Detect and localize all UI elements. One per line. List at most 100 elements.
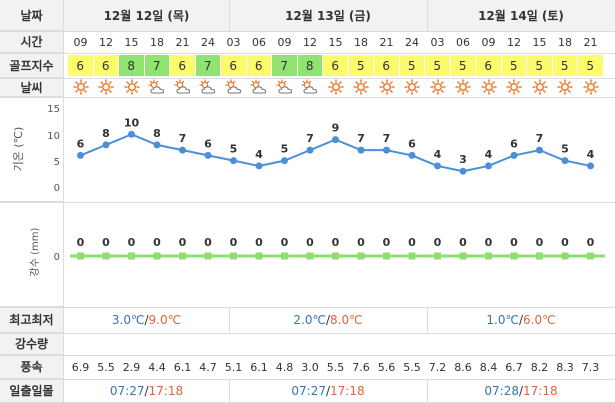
hour-cell: 12	[507, 35, 521, 49]
hour-cell: 09	[73, 35, 88, 49]
partly-cloudy-icon	[250, 79, 268, 95]
golf-index-cell: 6	[323, 55, 348, 76]
sun-day-3: 07:28/17:18	[427, 379, 615, 403]
minmax-separator: /	[518, 313, 524, 327]
hour-cell: 15	[328, 35, 343, 49]
row-label-golf-index: 골프지수	[0, 53, 64, 78]
golf-index-cell: 6	[374, 55, 399, 76]
hour-cell: 21	[175, 35, 190, 49]
hour-cell: 18	[558, 35, 572, 49]
rain-point	[230, 252, 237, 260]
golf-index-cell: 6	[170, 55, 195, 76]
temperature-point	[77, 151, 84, 159]
temp-chart-label-area	[0, 97, 64, 202]
minmax-day-1: 3.0℃/9.0℃	[64, 307, 229, 333]
golf-index-cell: 5	[527, 55, 552, 76]
sun-separator: /	[518, 384, 524, 398]
temp-ytick-15: 15	[47, 104, 60, 115]
minmax-day-3: 1.0℃/6.0℃	[427, 307, 615, 333]
golf-index-cell: 7	[195, 55, 220, 76]
rain-data-label: 0	[510, 236, 518, 249]
temperature-point	[383, 146, 390, 154]
min-temp: 3.0℃	[111, 313, 145, 327]
rain-ytick-0: 0	[54, 252, 60, 263]
rain-point	[408, 252, 416, 260]
sun-icon	[97, 79, 115, 95]
hour-cell: 03	[430, 35, 445, 49]
golf-index-cell: 7	[272, 55, 297, 76]
hour-cell: 15	[124, 35, 139, 49]
partly-cloudy-icon	[275, 79, 294, 95]
temperature-data-label: 4	[587, 148, 595, 161]
temperature-data-label: 4	[434, 148, 442, 161]
rain-data-label: 0	[536, 236, 544, 249]
rain-data-label: 0	[281, 236, 289, 249]
temperature-point	[281, 157, 288, 165]
sunset-time: 17:18	[523, 384, 558, 398]
temperature-data-label: 6	[204, 137, 212, 150]
rain-data-label: 0	[459, 236, 467, 249]
temperature-point	[128, 130, 135, 138]
wind-speed-cell: 5.6	[377, 360, 396, 374]
temperature-data-label: 3	[459, 153, 467, 166]
rain-point	[179, 252, 186, 260]
wind-speed-cell: 7.3	[581, 360, 600, 374]
hour-cell: 18	[354, 35, 368, 49]
temperature-point	[153, 141, 161, 149]
sun-icon	[378, 79, 396, 95]
temperature-data-label: 4	[485, 148, 493, 161]
golf-index-cell: 8	[297, 55, 322, 76]
sun-icon	[556, 79, 574, 95]
max-temp: 6.0℃	[523, 313, 556, 327]
rain-data-label: 0	[179, 236, 187, 249]
partly-cloudy-icon	[199, 79, 217, 95]
rain-data-label: 0	[230, 236, 238, 249]
wind-speed-cell: 6.1	[250, 360, 268, 374]
date-header-2: 12월 13일 (금)	[229, 0, 427, 31]
temp-ytick-5: 5	[54, 157, 60, 168]
temperature-point	[357, 146, 365, 154]
wind-speed-cell: 5.5	[403, 360, 421, 374]
rain-data-label: 0	[306, 236, 314, 249]
rain-chart-label-area	[0, 202, 64, 307]
hour-cell: 15	[532, 35, 547, 49]
temperature-data-label: 7	[383, 132, 391, 145]
temperature-data-label: 4	[255, 148, 263, 161]
golf-index-cell: 5	[399, 55, 424, 76]
sun-icon	[429, 79, 447, 95]
wind-speed-cell: 5.5	[326, 360, 345, 374]
temperature-point	[587, 162, 594, 170]
golf-index-cell: 5	[578, 55, 603, 76]
rain-point	[77, 252, 84, 260]
temperature-data-label: 5	[230, 143, 238, 156]
temperature-point	[204, 151, 212, 159]
sunrise-time: 07:27	[109, 384, 145, 398]
sun-day-2: 07:27/17:18	[229, 379, 427, 403]
sun-icon	[123, 79, 141, 95]
temperature-data-label: 6	[77, 137, 85, 150]
temperature-data-label: 7	[306, 132, 314, 145]
temperature-data-label: 7	[179, 132, 187, 145]
hour-cell: 18	[150, 35, 164, 49]
rain-point	[587, 252, 594, 260]
temp-ytick-0: 0	[54, 183, 60, 194]
temperature-data-label: 6	[408, 137, 416, 150]
golf-index-cell: 6	[93, 55, 118, 76]
wind-speed-cell: 5.5	[97, 360, 115, 374]
date-header-1: 12월 12일 (목)	[64, 0, 229, 31]
temperature-point	[332, 136, 339, 144]
golf-index-cell: 6	[246, 55, 271, 76]
temperature-data-label: 10	[124, 116, 140, 129]
rain-data-label: 0	[408, 236, 416, 249]
temperature-data-label: 9	[332, 122, 340, 135]
sun-icon	[505, 79, 523, 95]
sun-day-1: 07:27/17:18	[64, 379, 229, 403]
row-label-date: 날짜	[0, 0, 64, 31]
rain-data-label: 0	[357, 236, 365, 249]
hour-cell: 24	[201, 35, 215, 49]
min-temp: 2.0℃	[293, 313, 326, 327]
row-label-minmax: 최고최저	[0, 307, 64, 333]
rain-data-label: 0	[485, 236, 493, 249]
hour-cell: 12	[99, 35, 113, 49]
sunrise-time: 07:27	[291, 384, 326, 398]
